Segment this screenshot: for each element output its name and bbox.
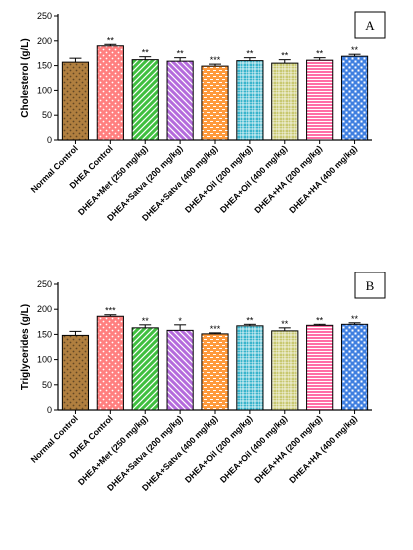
x-tick-label: DHEA+HA (200 mg/kg) [252,413,324,485]
y-tick-label: 100 [37,85,52,95]
panel-letter-box [354,272,386,299]
significance-label: ** [246,49,254,59]
x-tick-label: DHEA+Met (250 mg/kg) [76,143,150,217]
bar [166,329,194,411]
y-tick-label: 250 [37,11,52,21]
significance-label: ** [177,49,185,59]
chart-panel-b: 0 50 100 150 200 250 Triglycerides (g/L) Normal… [0,272,413,550]
y-tick-label: 200 [37,36,52,46]
significance-label: *** [105,306,116,316]
significance-label: ** [351,314,359,324]
bar [201,333,229,411]
panel-letter-box [354,11,386,39]
bar [166,60,194,141]
bar [131,59,159,141]
bar [236,60,264,141]
significance-label: *** [210,324,221,334]
y-tick-label: 50 [42,380,52,390]
significance-label: ** [142,48,150,58]
x-tick-label: DHEA+Oil (400 mg/kg) [218,413,289,484]
bar [61,334,90,411]
significance-label: ** [281,319,289,329]
x-tick-label: DHEA+Oil (200 mg/kg) [183,143,254,214]
y-tick-label: 0 [47,405,52,415]
x-tick-label: DHEA+HA (400 mg/kg) [287,413,359,485]
panel-letter: A [365,18,375,33]
y-tick-label: 250 [37,279,52,289]
x-tick-label: DHEA+Oil (200 mg/kg) [183,413,254,484]
bar [271,330,299,411]
significance-label: ** [316,49,324,59]
y-tick-label: 100 [37,355,52,365]
bar [201,65,229,141]
bar [236,325,264,411]
bar [340,323,369,411]
x-tick-label: DHEA+Oil (400 mg/kg) [218,143,289,214]
bar [271,62,299,141]
bar [340,55,369,141]
panel-letter: B [366,278,375,293]
bar [61,61,90,141]
significance-label: * [178,316,182,326]
significance-label: ** [281,51,289,61]
y-tick-label: 150 [37,61,52,71]
y-tick-label: 50 [42,110,52,120]
significance-label: ** [107,35,115,45]
x-tick-label: DHEA+Met (250 mg/kg) [76,413,150,487]
bar [96,45,124,141]
y-tick-label: 150 [37,329,52,339]
chart-panel-a: 0 50 100 150 200 250 Cholesterol (g/L) Normal C… [0,0,413,270]
significance-label: ** [316,315,324,325]
bar [306,324,334,411]
y-tick-label: 0 [47,135,52,145]
x-tick-label: DHEA+HA (400 mg/kg) [287,143,359,215]
significance-label: ** [142,316,150,326]
significance-label: ** [351,45,359,55]
significance-label: ** [246,315,254,325]
significance-label: *** [210,55,221,65]
y-axis-label: Triglycerides (g/L) [20,304,31,390]
x-tick-label: DHEA+HA (200 mg/kg) [252,143,324,215]
y-tick-label: 200 [37,304,52,314]
bar [96,315,124,411]
y-axis-label: Cholesterol (g/L) [20,38,31,117]
bar [131,327,159,411]
bar [306,59,334,141]
